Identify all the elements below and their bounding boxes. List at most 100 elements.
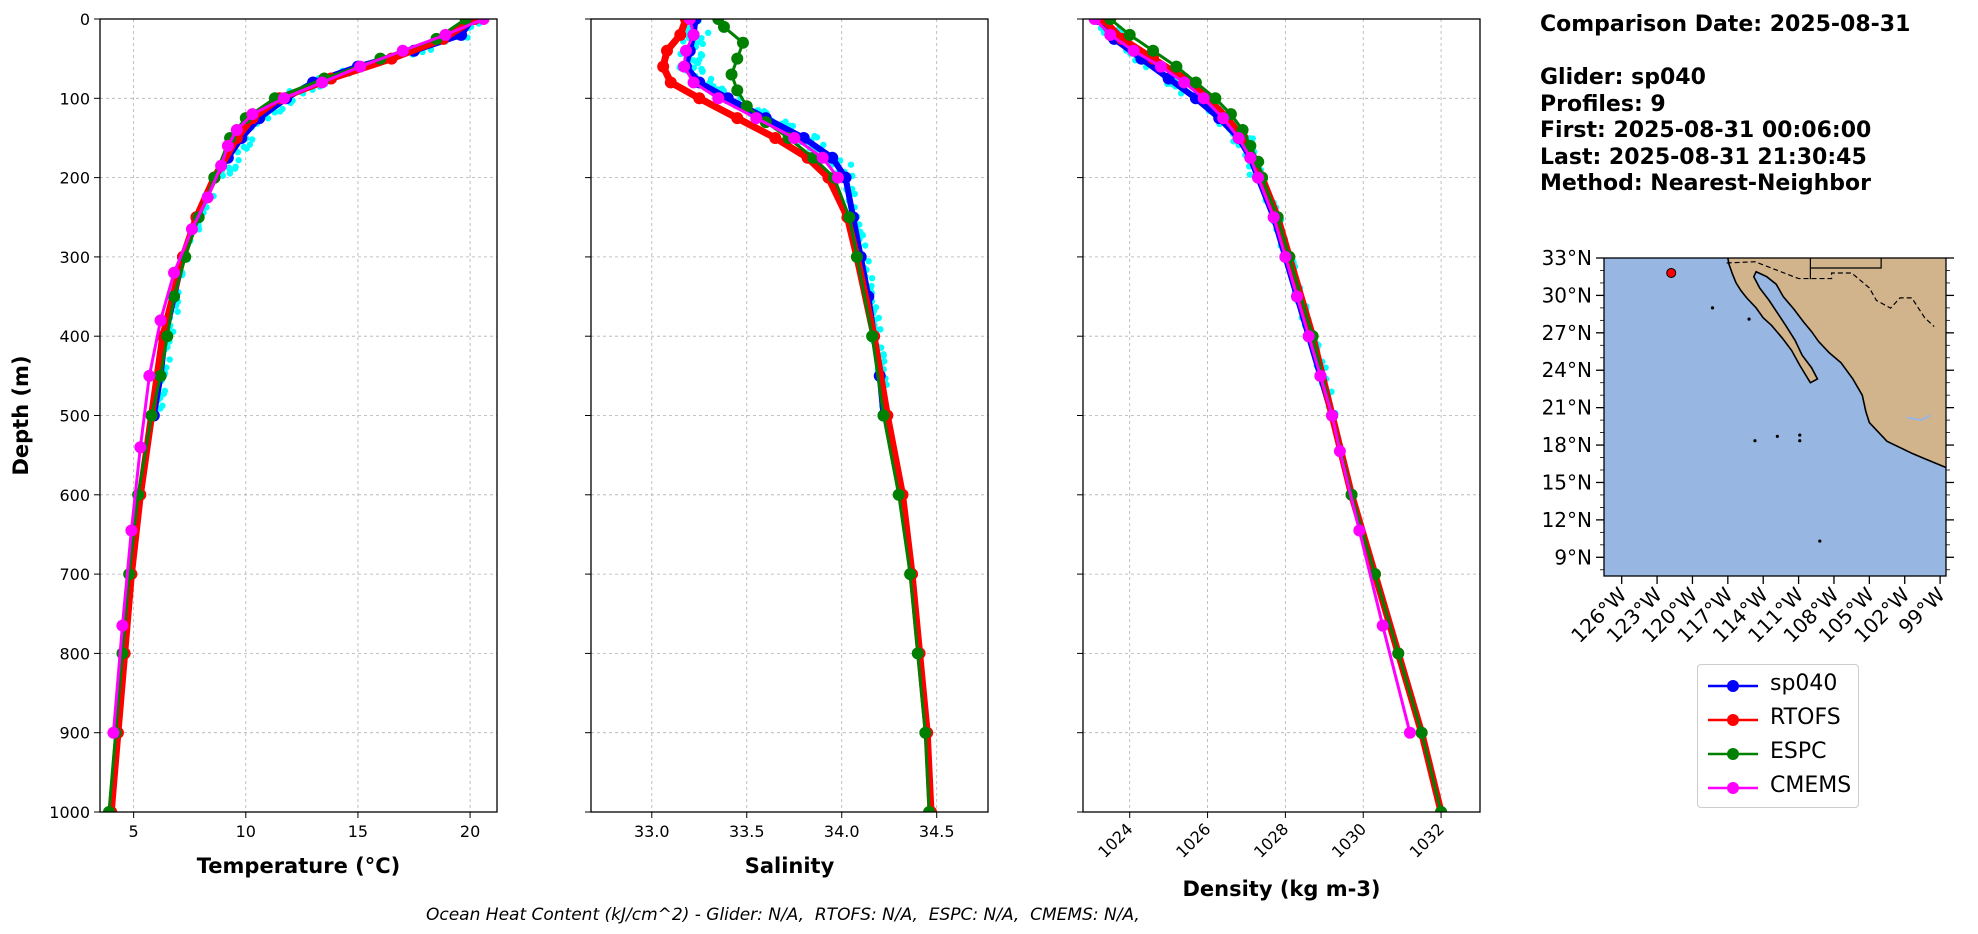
- series-point-cmems: [477, 19, 490, 25]
- map-lat-label: 15°N: [1542, 470, 1592, 494]
- glider-sample-point: [872, 304, 880, 311]
- legend-item-cmems: CMEMS: [1698, 772, 1858, 802]
- axes-frame: [99, 18, 498, 813]
- glider-sample-point: [718, 85, 726, 92]
- series-point-espc: [923, 806, 936, 812]
- glider-sample-point: [279, 105, 286, 113]
- series-point-cmems: [1333, 445, 1346, 458]
- glider-sample-point: [264, 115, 272, 122]
- series-point-espc: [102, 806, 115, 812]
- series-point-cmems: [125, 524, 138, 537]
- series-point-espc: [154, 369, 167, 382]
- map-lat-label: 27°N: [1542, 321, 1592, 345]
- series-point-cmems: [246, 108, 259, 121]
- series-point-rtofs: [731, 112, 744, 125]
- series-point-espc: [740, 100, 753, 113]
- series-point-cmems: [750, 112, 763, 125]
- glider-sample-point: [820, 141, 827, 149]
- series-point-cmems: [277, 92, 290, 105]
- series-point-sp040: [826, 151, 839, 164]
- series-point-cmems: [816, 151, 829, 164]
- series-point-cmems: [116, 619, 129, 632]
- glider-sample-point: [865, 257, 872, 265]
- series-point-cmems: [1326, 409, 1339, 422]
- series-point-espc: [877, 409, 890, 422]
- x-tick-label: 34.5: [919, 822, 955, 841]
- series-point-cmems: [1403, 726, 1416, 739]
- glider-sample-point: [163, 364, 170, 371]
- x-tick-label: 15: [348, 822, 368, 841]
- y-axis-label: Depth (m): [9, 355, 33, 475]
- profile-panel-3: 1024 1026 1028 1030 1032 Density (kg m-3): [1077, 18, 1481, 901]
- glider-sample-point: [880, 352, 887, 359]
- x-tick-label: 10: [236, 822, 256, 841]
- series-line-cmems: [1093, 19, 1412, 734]
- series-point-cmems: [1088, 19, 1101, 25]
- x-tick-label: 5: [129, 822, 139, 841]
- series-point-espc: [1123, 28, 1136, 41]
- series-point-espc: [919, 726, 932, 739]
- series-point-rtofs: [674, 28, 687, 41]
- glider-sample-point: [219, 172, 226, 179]
- first-time: First: 2025-08-31 00:06:00: [1540, 118, 1872, 143]
- series-point-espc: [1189, 76, 1202, 89]
- series-point-cmems: [1314, 369, 1327, 382]
- series-point-espc: [1415, 726, 1428, 739]
- last-time: Last: 2025-08-31 21:30:45: [1540, 144, 1867, 170]
- map-lat-label: 21°N: [1542, 396, 1592, 420]
- plot-area: [657, 19, 938, 812]
- series-point-cmems: [396, 44, 409, 57]
- x-tick-label: 1032: [1406, 819, 1448, 861]
- series-point-cmems: [1267, 211, 1280, 224]
- legend-label: RTOFS: [1770, 705, 1841, 730]
- series-point-cmems: [201, 191, 214, 204]
- series-point-cmems: [143, 369, 156, 382]
- axes-frame: [590, 18, 989, 813]
- series-point-cmems: [316, 76, 329, 89]
- series-point-cmems: [683, 19, 696, 25]
- series-point-espc: [1170, 60, 1183, 73]
- profile-panel-2: 33.0 33.5 34.0 34.5 Salinity: [585, 18, 989, 878]
- series-point-cmems: [687, 76, 700, 89]
- series-point-cmems: [134, 441, 147, 454]
- series-point-rtofs: [660, 44, 673, 57]
- glider-sample-point: [231, 165, 239, 172]
- map-lat-label: 12°N: [1542, 508, 1592, 532]
- y-tick-label: 700: [59, 565, 90, 584]
- glider-sample-point: [160, 390, 168, 397]
- glider-sample-point: [696, 56, 703, 63]
- series-point-cmems: [221, 139, 234, 152]
- y-tick-label: 400: [59, 327, 90, 346]
- land-layer: [1710, 258, 1946, 543]
- series-point-espc: [892, 488, 905, 501]
- series-point-espc: [736, 36, 749, 49]
- series-point-espc: [725, 68, 738, 81]
- series-point-cmems: [1376, 619, 1389, 632]
- country-border: [1726, 261, 1935, 328]
- land-mexico: [1727, 258, 1946, 470]
- legend-item-espc: ESPC: [1698, 738, 1858, 768]
- axes-frame: [1082, 18, 1481, 813]
- glider-sample-point: [249, 136, 256, 143]
- glider-sample-point: [877, 326, 884, 333]
- map-lat-label: 33°N: [1542, 246, 1592, 270]
- series-point-cmems: [439, 28, 452, 41]
- location-map: 33°N30°N27°N24°N21°N18°N15°N12°N9°N126°W…: [1542, 246, 1954, 648]
- state-border: [1810, 258, 1882, 269]
- island: [1710, 306, 1715, 310]
- legend-label: CMEMS: [1770, 773, 1852, 798]
- x-axis-label: Temperature (°C): [197, 854, 400, 878]
- y-tick-label: 500: [59, 407, 90, 426]
- map-frame: [1603, 257, 1947, 577]
- legend-item-sp040: sp040: [1698, 670, 1858, 700]
- glider-name: Glider: sp040: [1540, 65, 1706, 90]
- glider-sample-point: [699, 68, 706, 75]
- series-point-cmems: [230, 124, 243, 137]
- glider-sample-point: [159, 402, 166, 409]
- legend-label: ESPC: [1770, 739, 1827, 764]
- y-tick-label: 600: [59, 486, 90, 505]
- island: [1818, 539, 1822, 543]
- y-tick-label: 300: [59, 248, 90, 267]
- series-point-espc: [1147, 44, 1160, 57]
